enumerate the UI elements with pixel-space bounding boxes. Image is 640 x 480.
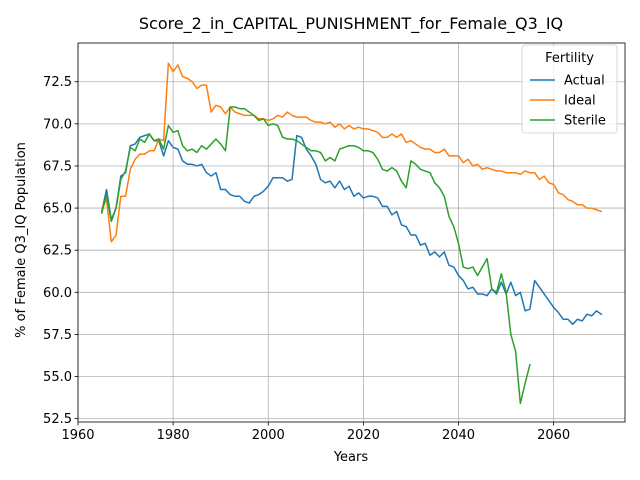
y-tick-label: 60.0 xyxy=(43,286,72,301)
y-tick-label: 57.5 xyxy=(43,328,72,343)
series-line-ideal xyxy=(100,62,603,243)
x-tick-label: 2060 xyxy=(537,428,570,443)
series-lines xyxy=(100,62,603,405)
legend-label-actual: Actual xyxy=(564,74,605,89)
y-axis-label: % of Female Q3_IQ Population xyxy=(14,142,29,338)
x-tick-label: 2020 xyxy=(347,428,380,443)
legend-items: Actual Ideal Sterile xyxy=(530,74,606,129)
x-axis-label: Years xyxy=(333,450,369,465)
y-tick-label: 55.0 xyxy=(43,370,72,385)
series-line-sterile xyxy=(100,106,531,405)
series-line-actual xyxy=(100,133,603,326)
legend-title: Fertility xyxy=(545,51,594,66)
y-tick-label: 65.0 xyxy=(43,202,72,217)
legend-box xyxy=(521,44,618,134)
x-tick-label: 2040 xyxy=(442,428,475,443)
x-tick-label: 1980 xyxy=(157,428,190,443)
y-tick-label: 70.0 xyxy=(43,117,72,132)
legend-label-sterile: Sterile xyxy=(564,114,606,129)
y-axis-ticks: 52.5 55.0 57.5 60.0 62.5 65.0 67.5 70.0 72.5 xyxy=(43,75,78,427)
x-axis-ticks: 1960 1980 2000 2020 2040 2060 xyxy=(61,422,570,443)
y-tick-label: 62.5 xyxy=(43,244,72,259)
x-tick-label: 1960 xyxy=(61,428,94,443)
x-tick-label: 2000 xyxy=(252,428,285,443)
chart-title: Score_2_in_CAPITAL_PUNISHMENT_for_Female… xyxy=(139,14,563,34)
axes-frame xyxy=(77,42,626,423)
y-tick-label: 72.5 xyxy=(43,75,72,90)
legend: Fertility Actual Ideal Sterile xyxy=(521,44,618,134)
y-tick-label: 52.5 xyxy=(43,412,72,427)
legend-label-ideal: Ideal xyxy=(564,94,596,109)
y-tick-label: 67.5 xyxy=(43,159,72,174)
